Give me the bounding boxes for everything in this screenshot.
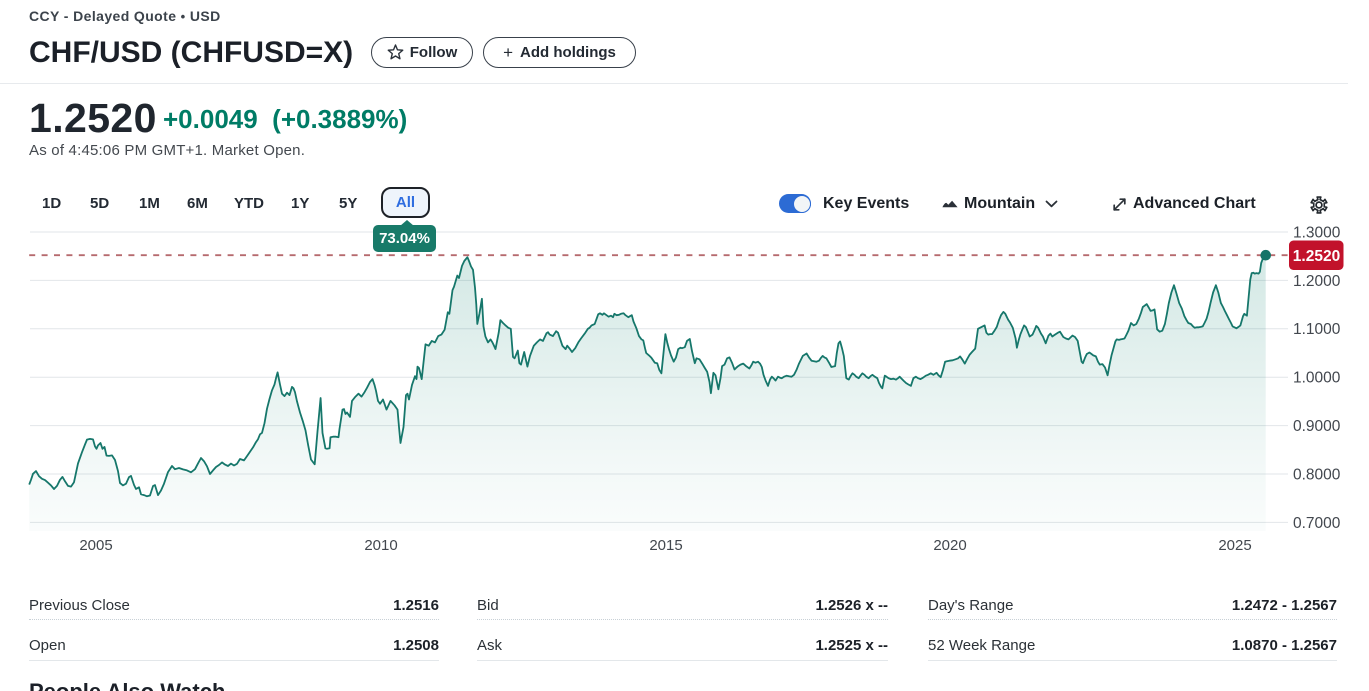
svg-text:1.0000: 1.0000 xyxy=(1293,370,1341,387)
svg-text:1.3000: 1.3000 xyxy=(1293,224,1341,241)
svg-text:1.1000: 1.1000 xyxy=(1293,321,1341,338)
svg-text:1.2520: 1.2520 xyxy=(1293,248,1340,265)
svg-text:2025: 2025 xyxy=(1218,537,1251,554)
svg-text:2010: 2010 xyxy=(364,537,397,554)
svg-text:2020: 2020 xyxy=(933,537,966,554)
svg-text:2015: 2015 xyxy=(649,537,682,554)
svg-text:1.2000: 1.2000 xyxy=(1293,273,1341,290)
svg-text:0.7000: 0.7000 xyxy=(1293,515,1341,532)
svg-text:0.8000: 0.8000 xyxy=(1293,466,1341,483)
svg-text:2005: 2005 xyxy=(79,537,112,554)
svg-text:0.9000: 0.9000 xyxy=(1293,418,1341,435)
